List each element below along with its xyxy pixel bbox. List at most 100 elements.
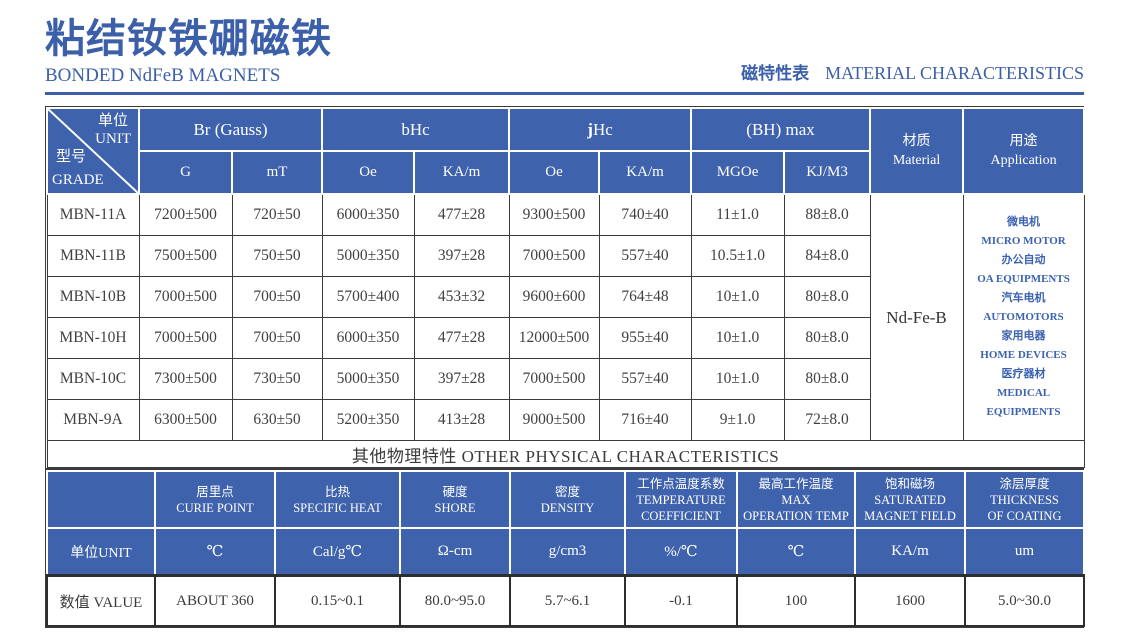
application-line: MICRO MOTOR [981,235,1066,247]
unit-row-label: 单位UNIT [46,527,156,577]
corner-unit-grade-cell: 单位 UNIT 型号 GRADE [46,107,140,195]
masthead: 粘结钕铁硼磁铁 BONDED NdFeB MAGNETS 磁特性表 MATERIA… [45,16,1084,87]
value-cell: 720±50 [231,193,323,236]
physical-header-line: 比热 [324,484,350,499]
value-cell: 7200±500 [138,193,233,236]
application-line: 办公自动 [1001,254,1046,266]
application-line: MEDICAL [996,387,1051,399]
grade-cell: MBN-10H [46,317,140,359]
unit-header: MGOe [690,150,786,195]
value-cell: 88±8.0 [783,193,871,236]
page-title: 粘结钕铁硼磁铁 [45,16,332,61]
section-title-en: MATERIAL CHARACTERISTICS [825,63,1084,83]
application-line: AUTOMOTORS [983,311,1064,323]
grade-cell: MBN-11B [46,235,140,277]
material-header: 材质 Material [869,107,965,195]
value-cell: 716±40 [598,399,692,441]
group-header: jHc [508,107,693,152]
group-header: bHc [321,107,511,152]
magnet-table-body: MBN-11A 7200±500 720±50 6000±350 477±28 9300±… [46,193,1085,441]
material-value-cell: Nd-Fe-B [869,193,964,441]
magnet-row: MBN-11B 7500±500 750±50 5000±350 397±28 7000±… [46,235,1084,277]
grade-cell: MBN-10C [46,358,140,400]
physical-header-line: CURIE POINT [176,500,254,515]
physical-value-cell: -0.1 [624,574,738,627]
corner-unit-cn: 单位 [97,113,128,129]
physical-value-cell: 1600 [854,574,966,627]
value-cell: 6000±350 [321,193,415,236]
value-cell: 84±8.0 [783,235,871,277]
value-cell: 557±40 [598,235,692,277]
value-cell: 5700±400 [321,276,415,318]
value-cell: 9600±600 [508,276,600,318]
value-cell: 10±1.0 [690,358,785,400]
physical-value-cell: ABOUT 360 [154,574,276,627]
material-header-cn: 材质 [902,134,931,149]
physical-value-cell: 5.7~6.1 [509,574,626,627]
physical-header-line: COEFFICIENT [641,508,721,523]
physical-unit-cell: %/℃ [624,527,738,577]
value-cell: 11±1.0 [690,193,785,236]
application-line: 微电机 [1007,216,1041,228]
physical-header-line: MAGNET FIELD [864,508,956,523]
value-cell: 10.5±1.0 [690,235,785,277]
value-cell: 5000±350 [321,358,415,400]
value-cell: 7000±500 [138,276,233,318]
physical-header-line: 工作点温度系数 [637,476,725,491]
unit-header: Oe [321,150,416,195]
grade-cell: MBN-10B [46,276,140,318]
magnet-row: MBN-11A 7200±500 720±50 6000±350 477±28 9300±… [46,193,1085,441]
physical-table: 居里点 CURIE POINT 比热 SPECIFIC HEAT 硬度 SHORE 密度 DE… [46,470,1085,627]
value-cell: 80±8.0 [783,276,871,318]
physical-unit-cell: ℃ [154,527,276,577]
unit-header: KJ/M3 [783,150,872,195]
value-cell: 955±40 [598,317,692,359]
section-title: 磁特性表 MATERIAL CHARACTERISTICS [741,59,1084,84]
corner-grade-en: GRADE [52,172,104,188]
value-cell: 750±50 [231,235,323,277]
value-cell: 5200±350 [321,399,415,441]
physical-header-empty-cell [46,470,156,529]
physical-unit-cell: KA/m [854,527,966,577]
physical-value-row: 数值 VALUE ABOUT 360 0.15~0.1 80.0~95.0 5.7~6… [46,574,1085,627]
value-cell: 700±50 [231,276,323,318]
value-row-label: 数值 VALUE [46,574,156,627]
value-cell: 5000±350 [321,235,415,277]
physical-unit-row: 单位UNIT ℃ Cal/g℃ Ω-cm g/cm3 %/℃ ℃ KA/m um [46,527,1085,577]
value-cell: 453±32 [413,276,510,318]
corner-unit-en: UNIT [95,131,131,147]
value-cell: 10±1.0 [690,276,785,318]
value-cell: 557±40 [598,358,692,400]
physical-unit-cell: um [964,527,1085,577]
value-cell: 7000±500 [508,358,600,400]
application-line: 医疗器材 [1001,368,1046,380]
value-cell: 9±1.0 [690,399,785,441]
application-header-en: Application [990,153,1057,168]
physical-header-line: 饱和磁场 [884,476,935,491]
application-line: HOME DEVICES [980,349,1067,361]
magnet-row: MBN-10C 7300±500 730±50 5000±350 397±28 7000±… [46,358,1084,400]
physical-header-line: SHORE [434,500,476,515]
value-cell: 9000±500 [508,399,600,441]
physical-header-line: DENSITY [540,500,595,515]
material-header-en: Material [892,153,941,168]
value-cell: 413±28 [413,399,510,441]
magnet-table: 单位 UNIT 型号 GRADE Br (Gauss) bHc jHc (BH) ma… [46,107,1086,468]
group-header: Br (Gauss) [137,107,324,152]
physical-column-header: 密度 DENSITY [509,470,626,529]
physical-header-line: OPERATION TEMP [743,508,849,523]
value-cell: 477±28 [413,317,510,359]
physical-unit-cell: g/cm3 [509,527,626,577]
diagonal-line [49,110,137,192]
magnet-row: MBN-10B 7000±500 700±50 5700±400 453±32 9600±… [46,276,1084,318]
application-header-cn: 用途 [1009,134,1038,149]
physical-value-cell: 0.15~0.1 [274,574,401,627]
value-cell: 6300±500 [138,399,233,441]
value-cell: 9300±500 [508,193,600,236]
divider-row: 其他物理特性 OTHER PHYSICAL CHARACTERISTICS [46,440,1085,468]
value-cell: 10±1.0 [690,317,785,359]
magnet-row: MBN-9A 6300±500 630±50 5200±350 413±28 9000±5… [46,399,1084,441]
physical-column-header: 最高工作温度 MAX OPERATION TEMP [736,470,856,529]
